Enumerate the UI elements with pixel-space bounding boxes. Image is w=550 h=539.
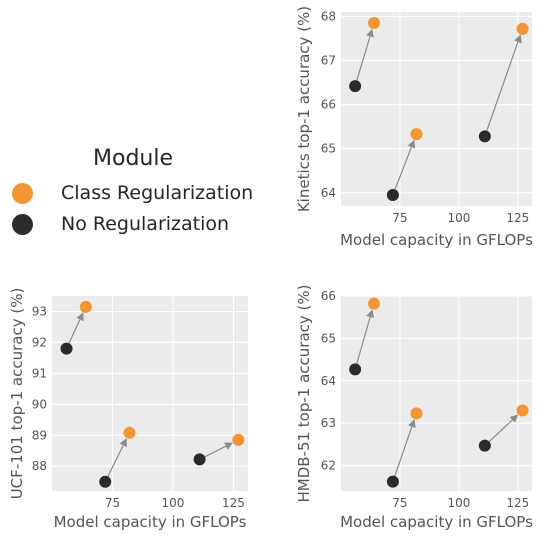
ucf101-x-axis-label: Model capacity in GFLOPs (54, 513, 247, 531)
hmdb51-y-tick-label: 63 (321, 416, 336, 430)
legend: Module Class Regularization No Regulariz… (0, 140, 290, 250)
ucf101-arrow (107, 438, 127, 477)
ucf101-y-tick-label: 88 (32, 459, 47, 473)
hmdb51-no-regularization-point (478, 439, 491, 452)
kinetics-arrow (394, 139, 416, 190)
kinetics-x-tick-label: 100 (447, 211, 470, 225)
ucf101-x-tick-label: 100 (162, 496, 185, 510)
ucf101-x-tick-label: 125 (222, 496, 245, 510)
ucf101-x-tick-label: 75 (105, 496, 120, 510)
ucf101-arrow (68, 312, 84, 344)
kinetics-arrow (486, 34, 522, 131)
ucf101-panel: 75 100 125 88 89 90 91 92 93 Model capacity in GF… (8, 288, 248, 531)
ucf101-plot-area (52, 296, 248, 491)
kinetics-y-tick-label: 67 (321, 54, 336, 68)
hmdb51-x-tick-label: 100 (447, 496, 470, 510)
ucf101-y-tick-label: 89 (32, 428, 47, 442)
kinetics-x-tick-label: 125 (506, 211, 529, 225)
hmdb51-panel: 75 100 125 62 63 64 65 66 Model capacity in GFLO… (295, 284, 533, 531)
kinetics-x-axis-label: Model capacity in GFLOPs (340, 231, 533, 249)
hmdb51-class-regularization-point (410, 407, 423, 420)
hmdb51-class-regularization-point (516, 404, 529, 417)
kinetics-y-tick-label: 65 (321, 142, 336, 156)
hmdb51-arrow (488, 414, 519, 442)
kinetics-x-tick-label: 75 (392, 211, 407, 225)
legend-title: Module (93, 146, 173, 171)
kinetics-y-axis-label: Kinetics top-1 accuracy (%) (295, 6, 313, 212)
hmdb51-y-tick-label: 62 (321, 459, 336, 473)
ucf101-no-regularization-point (60, 342, 73, 355)
class-regularization-marker (12, 182, 33, 204)
no-regularization-marker (12, 213, 33, 235)
ucf101-class-regularization-point (79, 300, 92, 313)
kinetics-y-tick-label: 66 (321, 98, 336, 112)
kinetics-y-tick-label: 68 (321, 9, 336, 23)
kinetics-no-regularization-point (349, 80, 362, 93)
kinetics-plot-area (341, 12, 532, 206)
kinetics-no-regularization-point (478, 130, 491, 143)
ucf101-y-tick-label: 91 (32, 366, 47, 380)
kinetics-no-regularization-point (386, 188, 399, 201)
hmdb51-x-tick-label: 125 (506, 496, 529, 510)
kinetics-y-tick-label: 64 (321, 186, 336, 200)
kinetics-class-regularization-point (368, 17, 381, 30)
ucf101-class-regularization-point (123, 426, 136, 439)
kinetics-class-regularization-point (516, 22, 529, 35)
ucf101-no-regularization-point (193, 453, 206, 466)
legend-item-class-regularization: Class Regularization (12, 180, 253, 206)
legend-item-no-regularization: No Regularization (12, 211, 229, 237)
legend-label-no-regularization: No Regularization (61, 213, 230, 235)
ucf101-class-regularization-point (232, 433, 245, 446)
ucf101-no-regularization-point (99, 475, 112, 488)
hmdb51-arrow (356, 309, 374, 364)
hmdb51-class-regularization-point (368, 297, 381, 310)
kinetics-arrow (356, 28, 374, 81)
hmdb51-plot-area (341, 296, 532, 491)
hmdb51-no-regularization-point (349, 363, 362, 376)
ucf101-y-axis-label: UCF-101 top-1 accuracy (%) (8, 288, 26, 500)
ucf101-y-tick-label: 92 (32, 335, 47, 349)
hmdb51-y-tick-label: 66 (321, 289, 336, 303)
hmdb51-x-axis-label: Model capacity in GFLOPs (340, 513, 533, 531)
kinetics-class-regularization-point (410, 128, 423, 141)
hmdb51-y-tick-label: 65 (321, 331, 336, 345)
kinetics-panel: 75 100 125 64 65 66 67 68 Model capacity in GFLO… (295, 6, 533, 249)
ucf101-arrow (204, 442, 233, 458)
legend-label-class-regularization: Class Regularization (61, 182, 254, 204)
hmdb51-y-tick-label: 64 (321, 374, 336, 388)
ucf101-y-tick-label: 90 (32, 397, 47, 411)
hmdb51-y-axis-label: HMDB-51 top-1 accuracy (%) (295, 284, 313, 502)
hmdb51-arrow (394, 419, 416, 477)
ucf101-y-tick-label: 93 (32, 304, 47, 318)
hmdb51-x-tick-label: 75 (392, 496, 407, 510)
hmdb51-no-regularization-point (386, 475, 399, 488)
